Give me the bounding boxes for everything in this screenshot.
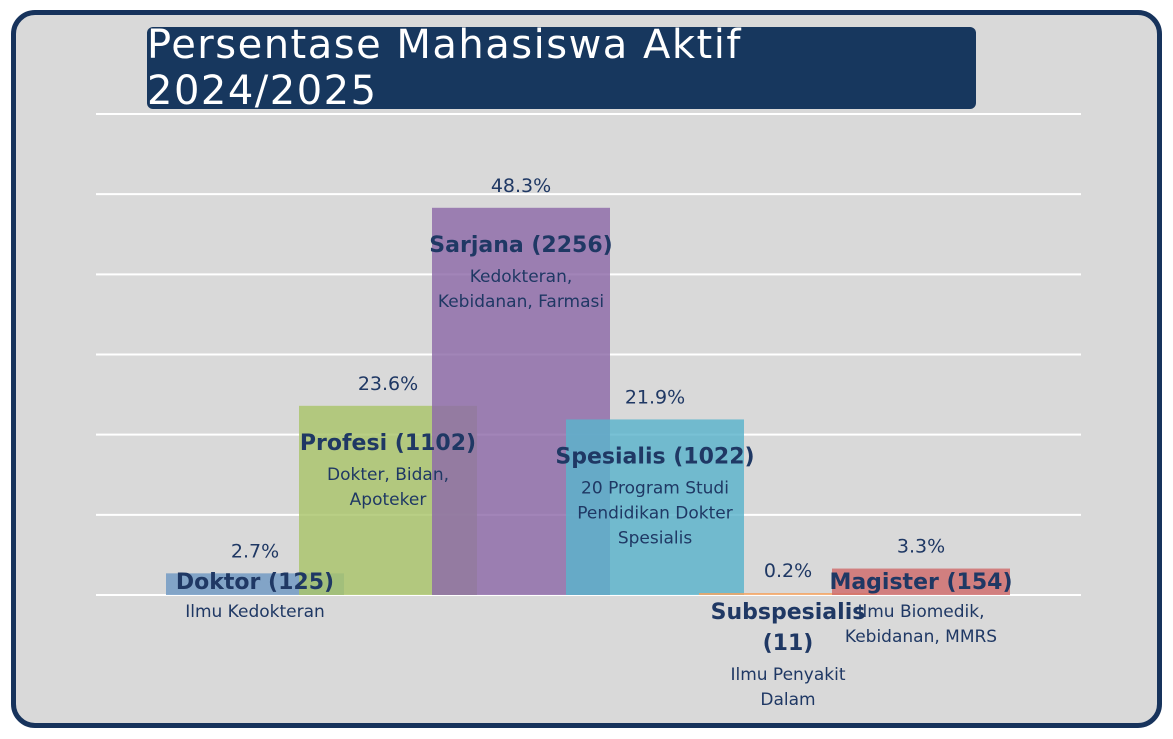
category-sublabel: Pendidikan Dokter — [577, 503, 733, 523]
data-label: 3.3% — [897, 536, 945, 558]
bar — [699, 593, 877, 595]
bar — [566, 419, 744, 595]
category-sublabel: Kedokteran, — [470, 267, 573, 287]
title-box: Persentase Mahasiswa Aktif 2024/2025 — [147, 22, 976, 114]
category-sublabel: Dalam — [760, 690, 815, 710]
data-label: 21.9% — [625, 386, 685, 408]
category-sublabel: Ilmu Penyakit — [730, 665, 845, 685]
category-sublabel: 20 Program Studi — [581, 478, 729, 498]
data-label: 2.7% — [231, 540, 279, 562]
chart-title: Persentase Mahasiswa Aktif 2024/2025 — [147, 22, 742, 114]
bar — [832, 568, 1010, 595]
category-sublabel: Kebidanan, Farmasi — [438, 292, 604, 312]
category-label: Spesialis (1022) — [555, 444, 754, 469]
category-sublabel: Spesialis — [618, 528, 692, 548]
category-sublabel: Ilmu Kedokteran — [185, 602, 325, 622]
data-label: 23.6% — [358, 373, 418, 395]
data-label: 48.3% — [491, 175, 551, 197]
category-sublabel: Ilmu Biomedik, — [857, 602, 984, 622]
category-sublabel: Dokter, Bidan, — [327, 465, 449, 485]
category-sublabel: Kebidanan, MMRS — [845, 627, 997, 647]
category-label: Magister (154) — [829, 570, 1012, 595]
category-label: Doktor (125) — [176, 570, 334, 595]
category-sublabel: Apoteker — [350, 490, 427, 510]
category-label: Subspesialis — [711, 600, 866, 625]
category-label: Sarjana (2256) — [429, 233, 612, 258]
category-label: Profesi (1102) — [300, 431, 476, 456]
category-label: (11) — [763, 631, 814, 656]
data-label: 0.2% — [764, 560, 812, 582]
